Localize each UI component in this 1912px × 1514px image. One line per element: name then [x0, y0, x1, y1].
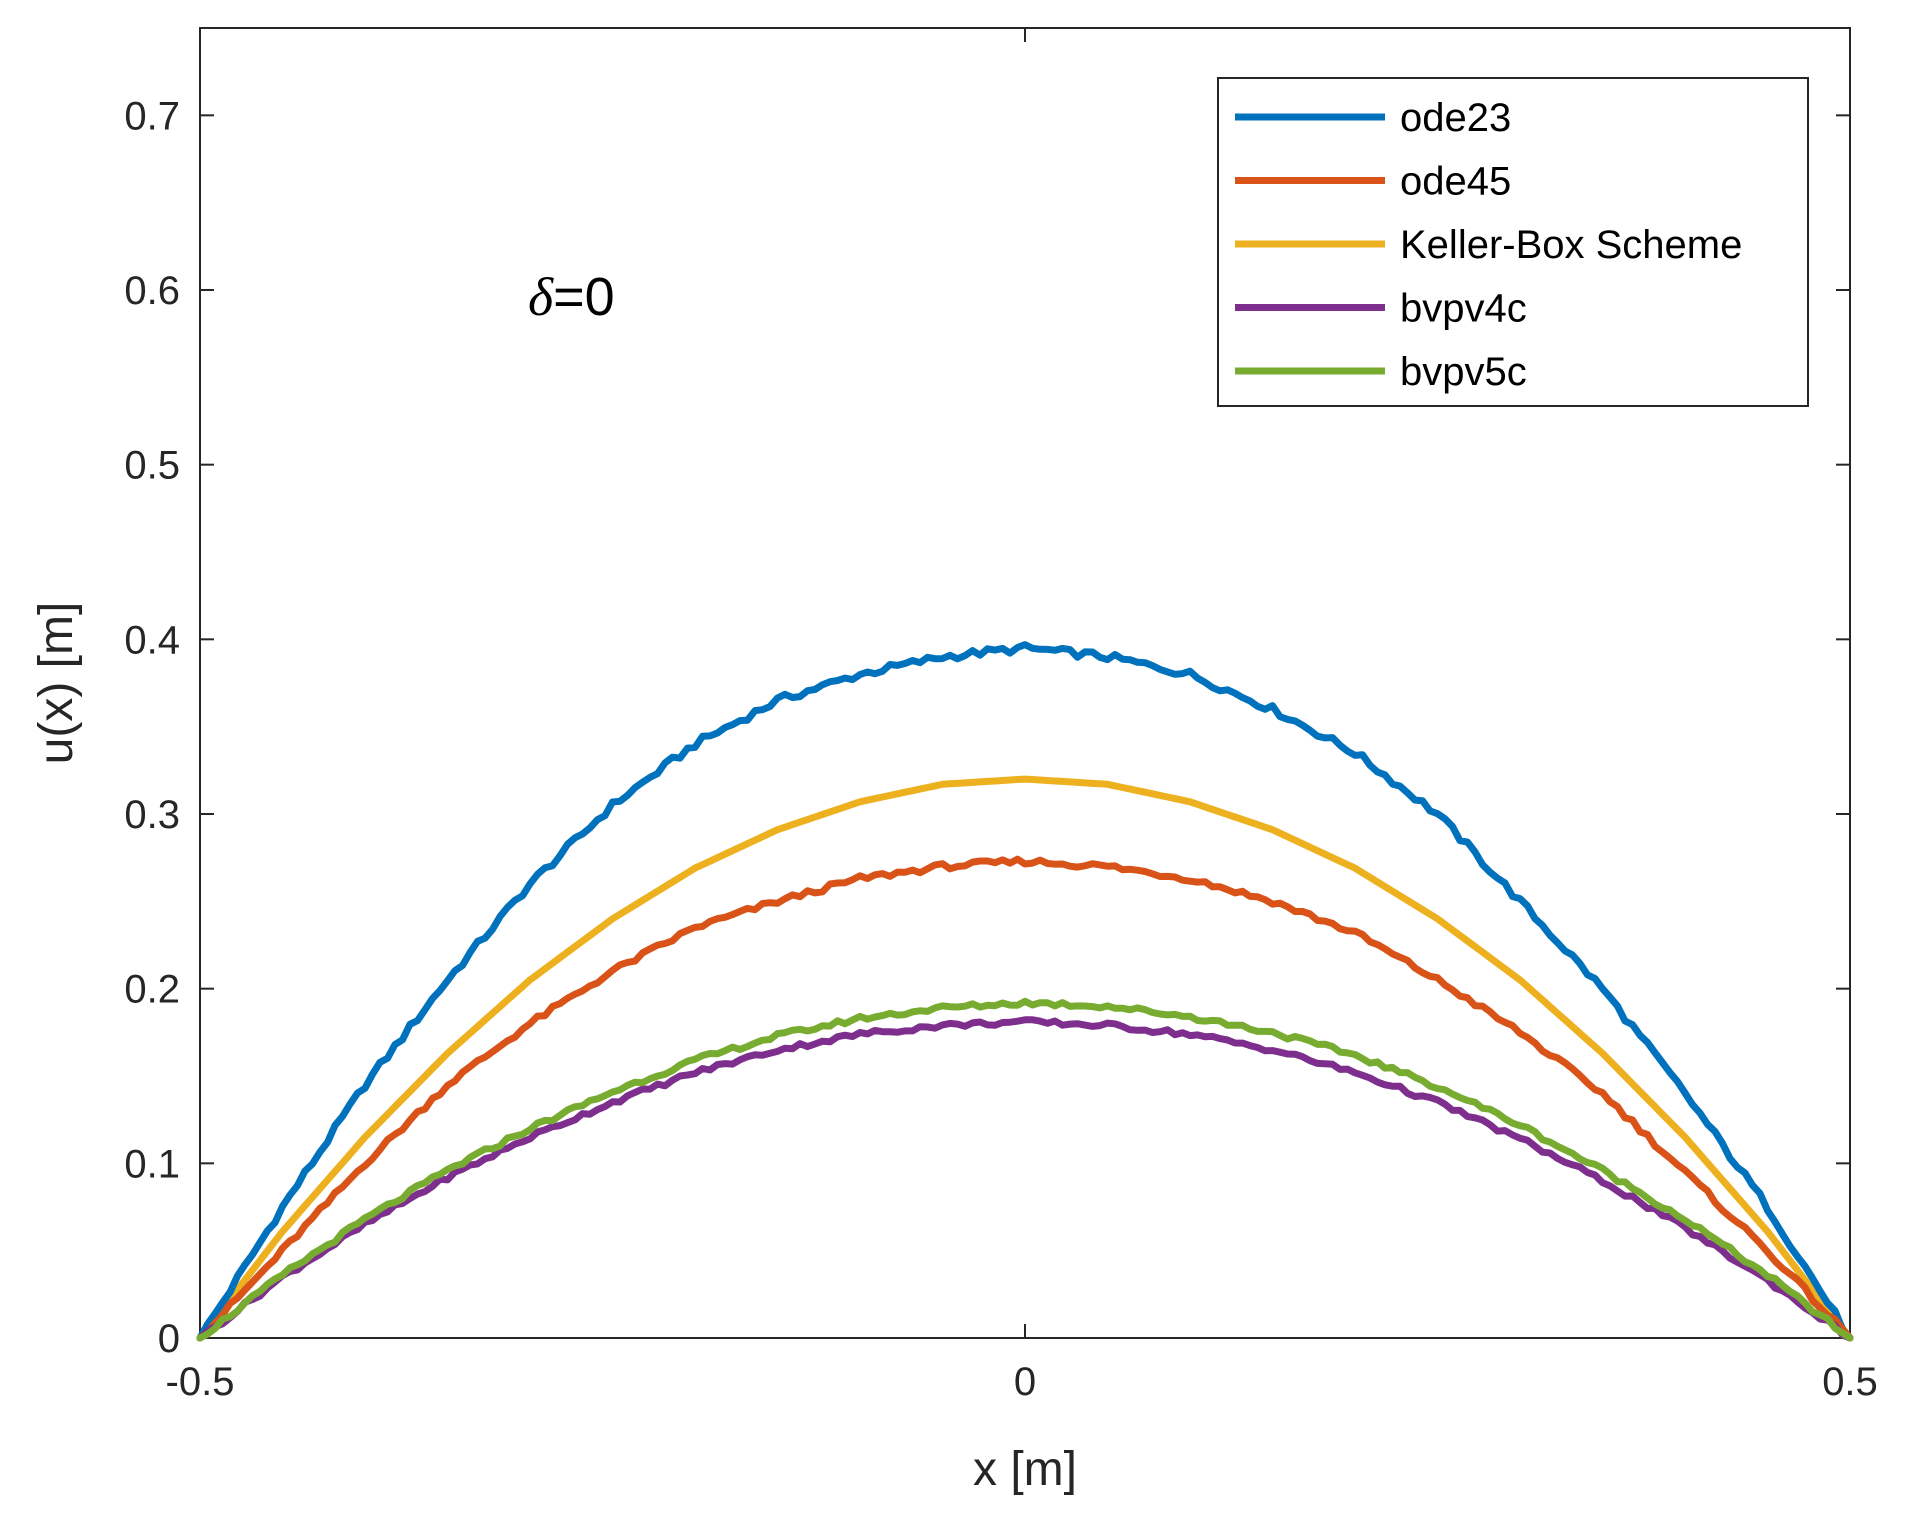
- y-axis-label: u(x) [m]: [30, 602, 83, 765]
- x-tick-label: 0.5: [1822, 1360, 1878, 1404]
- legend-label: Keller-Box Scheme: [1400, 223, 1742, 267]
- delta-annotation: δ=0: [528, 267, 615, 327]
- x-tick-label: -0.5: [166, 1360, 235, 1404]
- delta-value: =0: [553, 267, 615, 327]
- y-tick-label: 0.5: [124, 444, 180, 488]
- series-line-bvpv5c: [196, 997, 1854, 1342]
- x-axis-label: x [m]: [973, 1443, 1077, 1496]
- y-tick-label: 0.4: [124, 618, 180, 662]
- series-line-keller-box-scheme: [196, 775, 1854, 1342]
- legend: ode23 ode45 Keller-Box Scheme bvpv4c bvpv5c: [1217, 77, 1809, 407]
- legend-label: bvpv5c: [1400, 350, 1527, 394]
- legend-items: ode23 ode45 Keller-Box Scheme bvpv4c bvpv5c: [1235, 96, 1742, 394]
- axis-ticks: -0.5 0 0.500.10.20.30.40.50.60.7: [124, 28, 1878, 1404]
- series-layer: [196, 641, 1854, 1342]
- series-line-bvpv4c: [196, 1016, 1854, 1342]
- series-line-ode23: [196, 641, 1854, 1342]
- y-tick-label: 0.6: [124, 269, 180, 313]
- y-tick-label: 0.1: [124, 1142, 180, 1186]
- legend-label: ode45: [1400, 160, 1511, 204]
- y-tick-label: 0: [158, 1317, 180, 1361]
- x-tick-label: 0: [1014, 1360, 1036, 1404]
- y-tick-label: 0.7: [124, 94, 180, 138]
- y-tick-label: 0.2: [124, 968, 180, 1012]
- delta-symbol: δ: [528, 267, 554, 327]
- legend-label: ode23: [1400, 96, 1511, 140]
- y-tick-label: 0.3: [124, 793, 180, 837]
- legend-label: bvpv4c: [1400, 287, 1527, 331]
- series-line-ode45: [196, 855, 1854, 1342]
